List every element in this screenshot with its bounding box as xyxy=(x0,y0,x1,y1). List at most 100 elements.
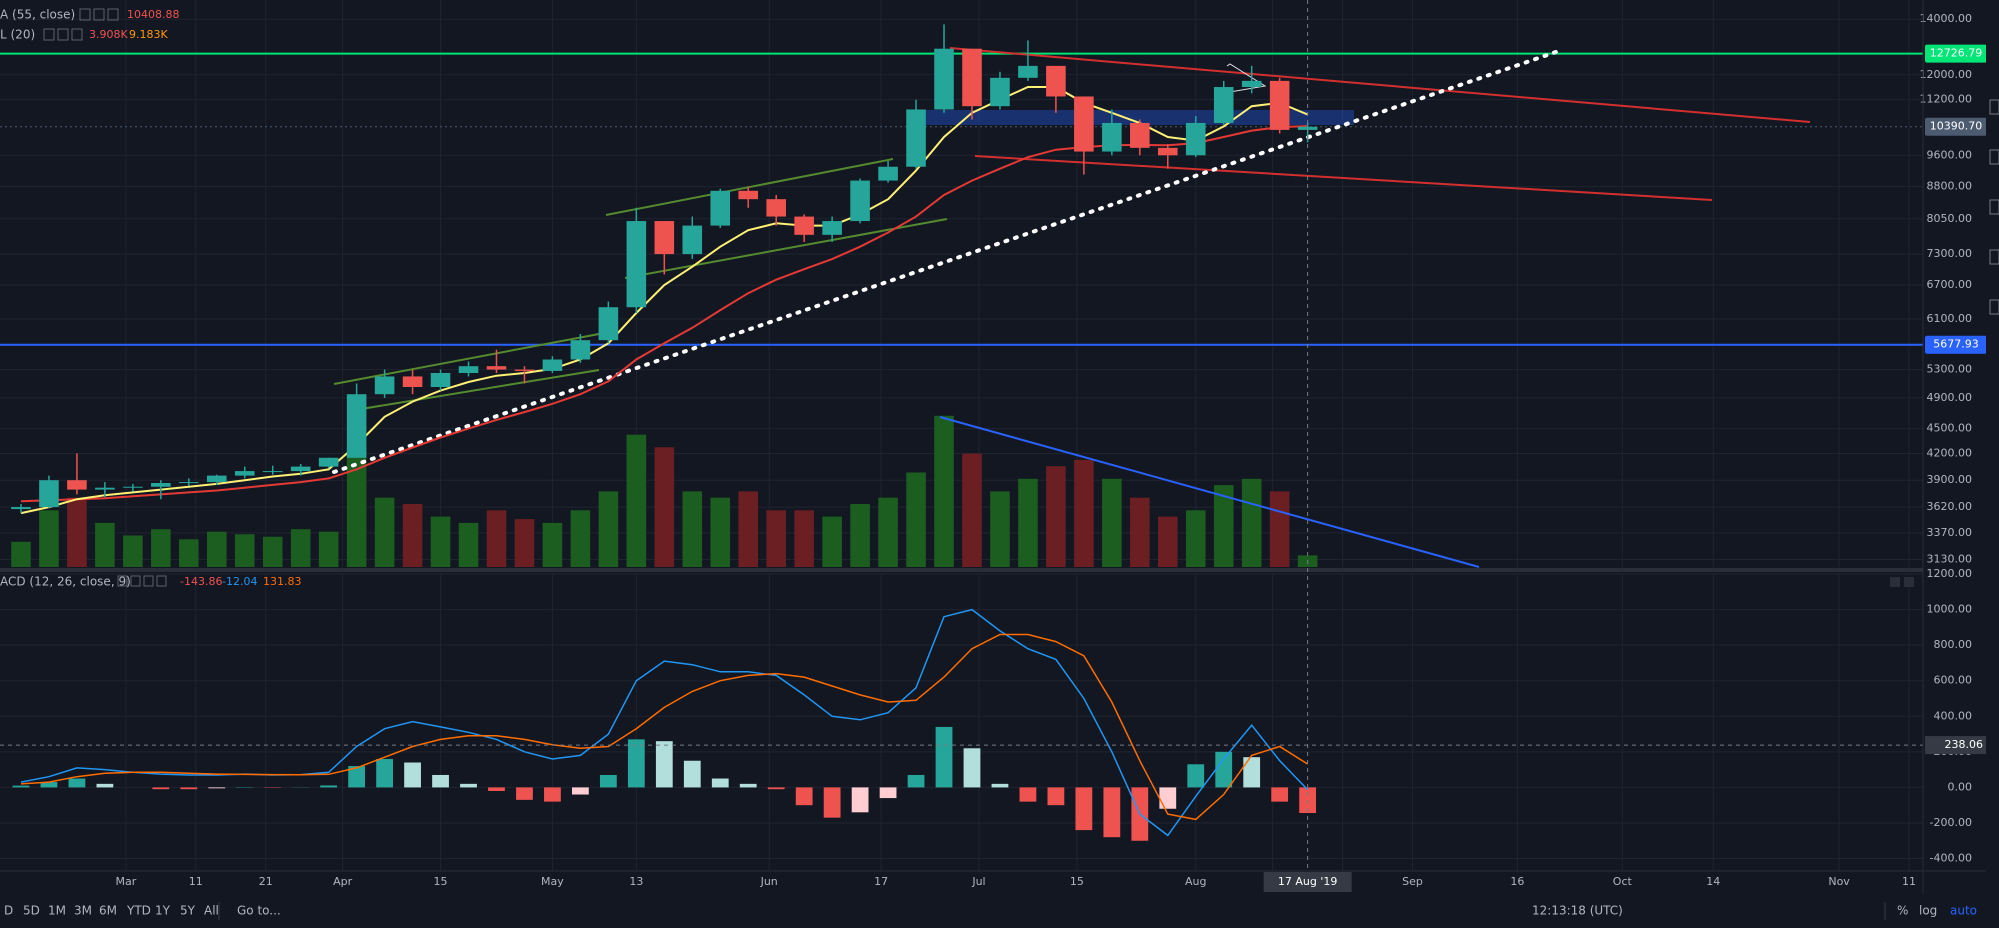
price-label: 10390.70 xyxy=(1930,120,1983,133)
candle-body xyxy=(1074,96,1094,152)
legend-icon[interactable] xyxy=(79,8,91,21)
histogram-bar xyxy=(404,762,421,788)
volume-bar xyxy=(850,504,870,567)
volume-bar xyxy=(1046,466,1066,567)
x-tick-label: 15 xyxy=(1070,875,1084,888)
volume-trend-line xyxy=(939,416,1480,568)
candle-body xyxy=(710,190,731,226)
x-tick-label: 11 xyxy=(1902,875,1916,888)
candle-body xyxy=(738,190,759,200)
legend-icon[interactable] xyxy=(143,575,154,587)
y-tick-label: 600.00 xyxy=(1934,674,1973,687)
auto-toggle[interactable]: auto xyxy=(1950,904,1977,918)
legend-icon[interactable] xyxy=(71,28,83,41)
right-sidebar xyxy=(1986,0,1999,893)
range-button[interactable]: D xyxy=(4,904,13,918)
goto-button[interactable]: Go to... xyxy=(237,904,281,918)
y-tick-label: 4500.00 xyxy=(1927,422,1973,435)
range-button[interactable]: 5Y xyxy=(180,904,196,918)
channel-line xyxy=(605,158,894,216)
volume-bar xyxy=(794,510,814,567)
range-button[interactable]: 1Y xyxy=(155,904,171,918)
legend-icon[interactable] xyxy=(93,8,105,21)
volume-bar xyxy=(1018,478,1038,567)
legend-icon[interactable] xyxy=(43,28,55,41)
signal-line xyxy=(20,633,1308,821)
histogram-bar xyxy=(488,787,505,791)
x-tick-label: Apr xyxy=(333,875,353,888)
candle-body xyxy=(402,376,423,387)
sidebar-icon[interactable] xyxy=(1989,249,1999,265)
x-tick-label: 14 xyxy=(1706,875,1720,888)
histogram-bar xyxy=(152,787,170,790)
candle-body xyxy=(1130,122,1150,148)
candle-body xyxy=(654,221,675,255)
volume-bar xyxy=(570,510,591,567)
pane-button[interactable] xyxy=(1890,577,1900,587)
sidebar-icon[interactable] xyxy=(1989,149,1999,165)
histogram-bar xyxy=(655,741,673,788)
candle-body xyxy=(1213,87,1234,123)
volume-bar xyxy=(738,491,759,567)
y-tick-label: -200.00 xyxy=(1930,816,1972,829)
legend-icon[interactable] xyxy=(130,575,141,587)
volume-bar xyxy=(1269,491,1290,567)
legend-icon[interactable] xyxy=(156,575,167,587)
range-button[interactable]: YTD xyxy=(126,904,151,918)
candle-body xyxy=(766,199,786,217)
clock: 12:13:18 (UTC) xyxy=(1532,904,1623,918)
y-tick-label: 0.00 xyxy=(1948,780,1973,793)
legend-icon[interactable] xyxy=(57,28,69,41)
legend-icon[interactable] xyxy=(107,8,119,21)
log-toggle[interactable]: log xyxy=(1919,904,1937,918)
crosshair-label-bg xyxy=(1925,736,1987,755)
range-button[interactable]: 6M xyxy=(99,904,117,918)
range-button[interactable]: 1M xyxy=(48,904,66,918)
volume-bar xyxy=(766,510,786,567)
percent-toggle[interactable]: % xyxy=(1897,904,1908,918)
histogram-bar xyxy=(12,785,30,788)
candle-body xyxy=(794,216,814,235)
price-label: 5677.93 xyxy=(1933,338,1979,351)
histogram-bar xyxy=(711,778,729,788)
histogram-bar xyxy=(1215,751,1233,788)
y-tick-label: 4900.00 xyxy=(1927,391,1973,404)
candle-body xyxy=(850,180,870,222)
x-tick-label: Aug xyxy=(1185,875,1206,888)
crosshair-date: 17 Aug '19 xyxy=(1278,875,1338,888)
pane-button[interactable] xyxy=(1904,577,1914,587)
sidebar-icon[interactable] xyxy=(1989,99,1999,115)
volume-bar xyxy=(822,516,842,567)
range-button[interactable]: All xyxy=(204,904,219,918)
range-button[interactable]: 3M xyxy=(74,904,92,918)
candle-body xyxy=(290,466,311,472)
x-tick-label: Jul xyxy=(971,875,985,888)
range-button[interactable]: 5D xyxy=(23,904,40,918)
candle-body xyxy=(682,225,703,255)
sidebar-icon[interactable] xyxy=(1989,299,1999,315)
histogram-bar xyxy=(1271,787,1289,802)
volume-bar xyxy=(598,491,619,567)
price-label-bg xyxy=(1925,44,1987,63)
y-tick-label: 8800.00 xyxy=(1927,180,1973,193)
volume-bar xyxy=(1130,497,1150,567)
histogram-bar xyxy=(432,774,449,788)
sidebar-icon[interactable] xyxy=(1989,199,1999,215)
volume-bar xyxy=(318,531,339,567)
histogram-bar xyxy=(460,783,477,788)
volume-bar xyxy=(906,472,926,567)
x-tick-label: Mar xyxy=(115,875,136,888)
legend-name: ACD (12, 26, close, 9) xyxy=(0,575,131,589)
candle-body xyxy=(151,482,171,487)
histogram-bar xyxy=(1159,787,1177,809)
histogram-bar xyxy=(767,787,785,790)
histogram-bar xyxy=(544,787,561,802)
volume-bar xyxy=(67,497,87,567)
y-tick-label: 3900.00 xyxy=(1927,473,1973,486)
legend-icon[interactable] xyxy=(117,575,128,587)
candle-body xyxy=(906,109,926,167)
x-tick-label: 13 xyxy=(629,875,643,888)
histogram-bar xyxy=(40,782,58,788)
histogram-bar xyxy=(572,787,589,795)
legend-value: 3.908K xyxy=(89,28,128,41)
